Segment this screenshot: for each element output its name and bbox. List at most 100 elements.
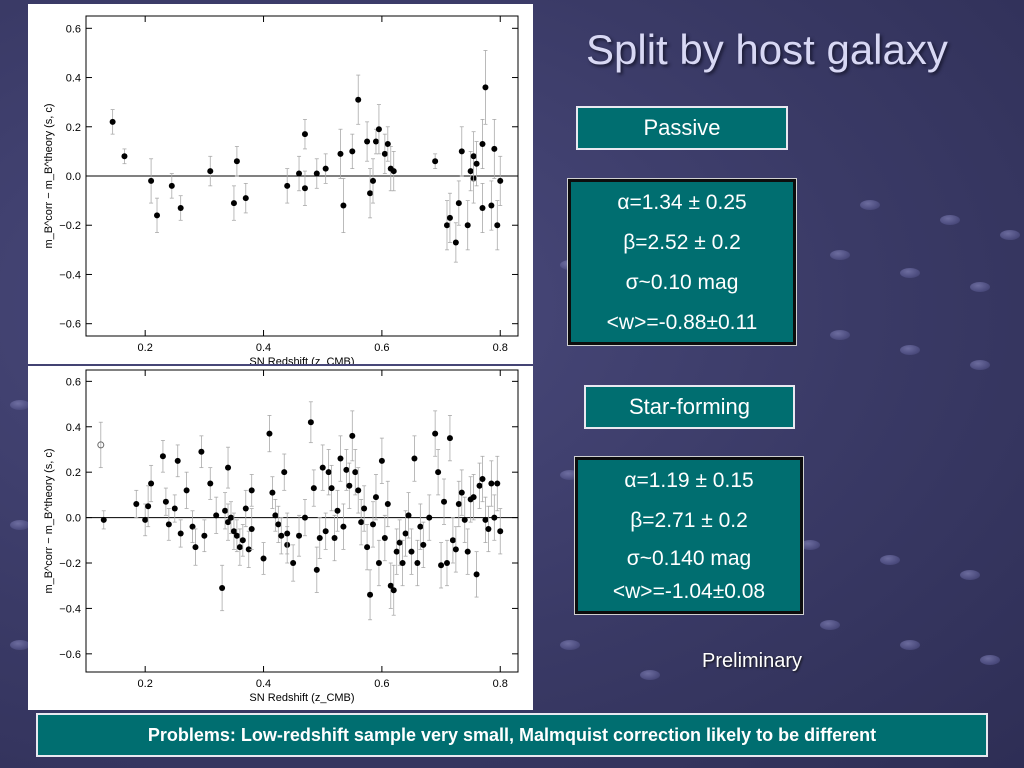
data-point [458, 148, 465, 155]
data-point [497, 528, 504, 535]
data-point [278, 532, 285, 539]
data-point [408, 548, 415, 555]
x-axis-label: SN Redshift (z_CMB) [249, 356, 354, 364]
data-point [159, 453, 166, 460]
background-dot [970, 282, 990, 292]
data-point [479, 475, 486, 482]
data-point [310, 485, 317, 492]
data-point [174, 457, 181, 464]
data-point [307, 419, 314, 426]
data-point [322, 165, 329, 172]
data-point [396, 539, 403, 546]
data-point [201, 532, 208, 539]
background-dot [820, 620, 840, 630]
data-point [177, 530, 184, 537]
x-tick-label: 0.6 [374, 342, 389, 354]
data-point [364, 138, 371, 145]
data-point [375, 126, 382, 133]
background-dot [640, 670, 660, 680]
data-point [488, 480, 495, 487]
data-point [494, 222, 501, 229]
data-point [473, 571, 480, 578]
data-point [384, 500, 391, 507]
data-point [349, 432, 356, 439]
data-point [438, 562, 445, 569]
data-point [266, 430, 273, 437]
data-point [426, 514, 433, 521]
data-point [443, 222, 450, 229]
data-point [248, 525, 255, 532]
data-point [491, 514, 498, 521]
background-dot [830, 250, 850, 260]
y-tick-label: −0.6 [59, 319, 81, 331]
data-point [230, 200, 237, 207]
background-dot [900, 345, 920, 355]
data-point [455, 500, 462, 507]
data-point [313, 170, 320, 177]
data-point-open [97, 441, 105, 449]
data-point [452, 239, 459, 246]
data-point [372, 494, 379, 501]
y-tick-label: 0.6 [66, 23, 81, 35]
data-point [148, 480, 155, 487]
data-point [458, 489, 465, 496]
data-point [337, 150, 344, 157]
data-point [177, 205, 184, 211]
data-point [233, 158, 240, 165]
background-dot [900, 640, 920, 650]
passive-sigma: σ~0.10 mag [625, 271, 739, 294]
data-point [207, 480, 214, 487]
passive-chart: −0.6 −0.4 −0.2 0.0 0.2 0.4 0.6 0.2 0.4 0.6 0.8 SN R… [28, 4, 533, 364]
data-point [387, 582, 394, 589]
starforming-sigma: σ~0.140 mag [626, 547, 752, 570]
data-point [245, 546, 252, 553]
data-point [372, 138, 379, 145]
data-point [242, 505, 249, 512]
data-point [417, 523, 424, 530]
data-point [452, 546, 459, 553]
passive-chart-svg: −0.6 −0.4 −0.2 0.0 0.2 0.4 0.6 0.2 0.4 0.6 0.8 SN R… [43, 15, 519, 364]
data-point [301, 514, 308, 521]
data-point [301, 185, 308, 192]
data-point [381, 150, 388, 157]
data-point [355, 487, 362, 494]
background-dot [980, 655, 1000, 665]
data-point [109, 118, 116, 125]
data-point [443, 560, 450, 567]
data-point [290, 560, 297, 567]
data-point [343, 466, 350, 473]
background-dot [970, 360, 990, 370]
data-point [488, 202, 495, 209]
data-point [346, 482, 353, 489]
background-dot [1000, 230, 1020, 240]
data-point [331, 535, 338, 542]
data-point [275, 521, 282, 528]
passive-beta: β=2.52 ± 0.2 [623, 231, 741, 254]
background-dot [10, 520, 30, 530]
passive-alpha: α=1.34 ± 0.25 [617, 191, 747, 214]
background-dot [560, 640, 580, 650]
data-point [313, 566, 320, 573]
data-point [133, 500, 140, 507]
data-point [390, 587, 397, 594]
data-point [405, 512, 412, 519]
data-point [455, 200, 462, 207]
data-point [375, 560, 382, 567]
data-point [281, 469, 288, 476]
x-tick-label: 0.6 [374, 678, 389, 690]
data-point [470, 494, 477, 501]
data-point [479, 205, 486, 211]
y-axis-label: m_B^corr − m_B^theory (s, c) [43, 103, 55, 248]
data-point [328, 485, 335, 492]
starforming-w: <w>=-1.04±0.08 [612, 580, 766, 603]
data-point [168, 182, 175, 189]
y-axis-label: m_B^corr − m_B^theory (s, c) [43, 448, 55, 593]
data-point [284, 530, 291, 537]
data-point [225, 519, 232, 526]
data-point [446, 214, 453, 221]
data-point [319, 464, 326, 471]
data-point [239, 537, 246, 544]
data-point [393, 548, 400, 555]
data-point [364, 544, 371, 551]
background-dot [860, 200, 880, 210]
